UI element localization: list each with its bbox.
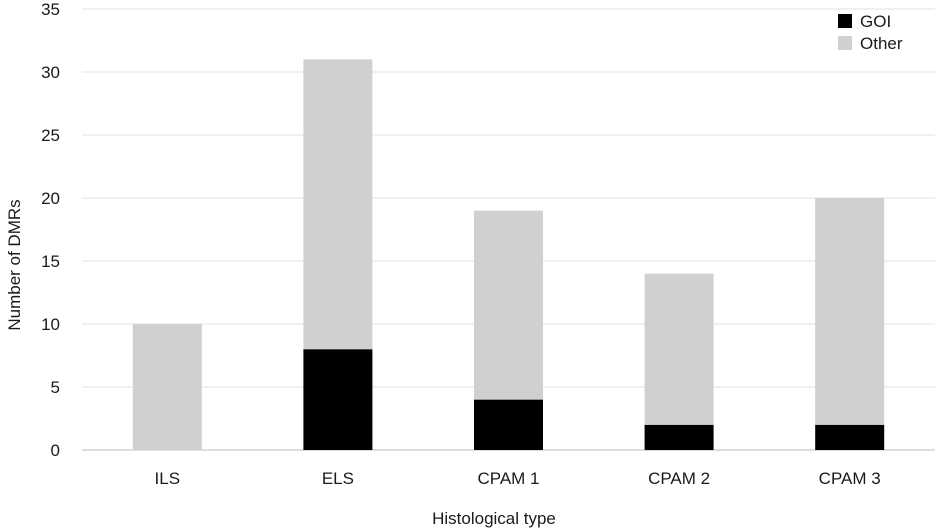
bar-goi-els xyxy=(303,349,373,450)
legend-label-goi: GOI xyxy=(860,12,891,31)
y-tick-label: 0 xyxy=(51,441,60,460)
x-tick-label: ELS xyxy=(322,469,354,488)
y-tick-label: 5 xyxy=(51,378,60,397)
legend: GOI Other xyxy=(838,12,903,53)
bar-other-cpam-2 xyxy=(644,273,714,425)
bars xyxy=(132,59,885,450)
x-tick-label: CPAM 1 xyxy=(477,469,539,488)
y-axis-title: Number of DMRs xyxy=(5,199,24,330)
y-tick-label: 25 xyxy=(41,126,60,145)
bar-other-cpam-3 xyxy=(815,198,885,425)
y-tick-label: 15 xyxy=(41,252,60,271)
x-axis-ticks: ILS ELS CPAM 1 CPAM 2 CPAM 3 xyxy=(155,469,881,488)
x-tick-label: CPAM 3 xyxy=(819,469,881,488)
legend-swatch-other xyxy=(838,36,852,50)
y-tick-label: 20 xyxy=(41,189,60,208)
bar-goi-cpam-1 xyxy=(474,399,543,450)
bar-other-els xyxy=(303,59,373,350)
x-tick-label: ILS xyxy=(155,469,181,488)
y-tick-label: 10 xyxy=(41,315,60,334)
bar-goi-cpam-3 xyxy=(815,424,885,450)
legend-label-other: Other xyxy=(860,34,903,53)
y-tick-label: 35 xyxy=(41,0,60,19)
legend-swatch-goi xyxy=(838,14,852,28)
y-tick-label: 30 xyxy=(41,63,60,82)
bar-other-cpam-1 xyxy=(474,210,543,400)
y-axis-ticks: 0 5 10 15 20 25 30 35 xyxy=(41,0,60,460)
x-axis-title: Histological type xyxy=(432,509,556,528)
bar-goi-cpam-2 xyxy=(644,424,714,450)
x-tick-label: CPAM 2 xyxy=(648,469,710,488)
bar-other-ils xyxy=(132,324,202,450)
